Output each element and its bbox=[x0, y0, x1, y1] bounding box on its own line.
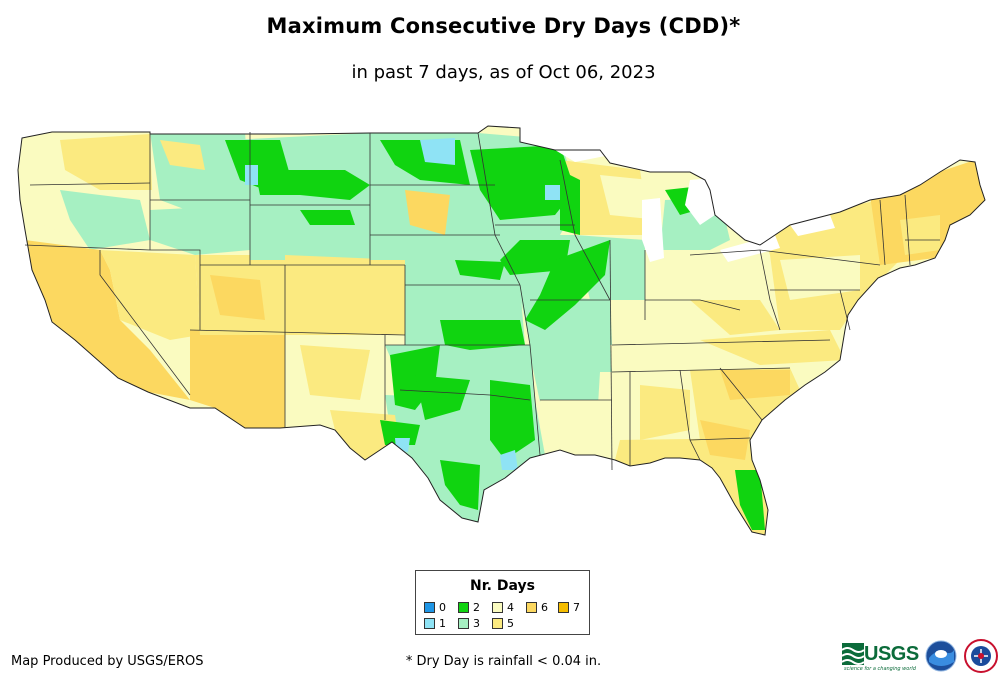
map-title: Maximum Consecutive Dry Days (CDD)* bbox=[266, 14, 741, 38]
map-subtitle: in past 7 days, as of Oct 06, 2023 bbox=[351, 62, 656, 83]
footnote-text: * Dry Day is rainfall < 0.04 in. bbox=[405, 654, 602, 669]
credit-text: Map Produced by USGS/EROS bbox=[11, 654, 204, 669]
noaa-logo-icon bbox=[925, 640, 957, 672]
legend-swatch bbox=[526, 602, 537, 613]
legend-item-3: 3 bbox=[458, 618, 480, 630]
legend-item-6: 6 bbox=[526, 602, 548, 614]
usgs-logo-icon bbox=[842, 643, 864, 665]
state-boundaries bbox=[24, 132, 940, 471]
legend-item-4: 4 bbox=[492, 602, 514, 614]
legend-item-0: 0 bbox=[424, 602, 446, 614]
legend-swatch bbox=[492, 602, 503, 613]
legend-item-5: 5 bbox=[492, 618, 514, 630]
legend-swatch bbox=[458, 602, 469, 613]
legend-swatch bbox=[424, 618, 435, 629]
nws-logo-icon bbox=[964, 639, 998, 673]
legend-swatch bbox=[458, 618, 469, 629]
legend-swatch bbox=[492, 618, 503, 629]
us-outline bbox=[17, 125, 986, 536]
legend-item-7: 7 bbox=[558, 602, 580, 614]
legend-swatch bbox=[424, 602, 435, 613]
legend-title: Nr. Days bbox=[470, 578, 535, 594]
usgs-tagline: science for a changing world bbox=[844, 666, 916, 672]
agency-logos: USGS science for a changing world bbox=[842, 638, 1002, 678]
legend-item-2: 2 bbox=[458, 602, 480, 614]
legend-item-1: 1 bbox=[424, 618, 446, 630]
legend-swatch bbox=[558, 602, 569, 613]
legend: Nr. Days 0 1 2 3 4 5 6 7 bbox=[415, 570, 590, 635]
usgs-logo-text: USGS bbox=[864, 643, 919, 665]
